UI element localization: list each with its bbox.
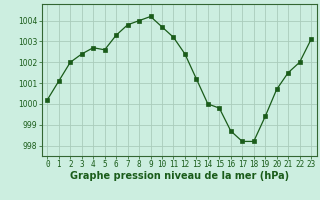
X-axis label: Graphe pression niveau de la mer (hPa): Graphe pression niveau de la mer (hPa) [70,171,289,181]
